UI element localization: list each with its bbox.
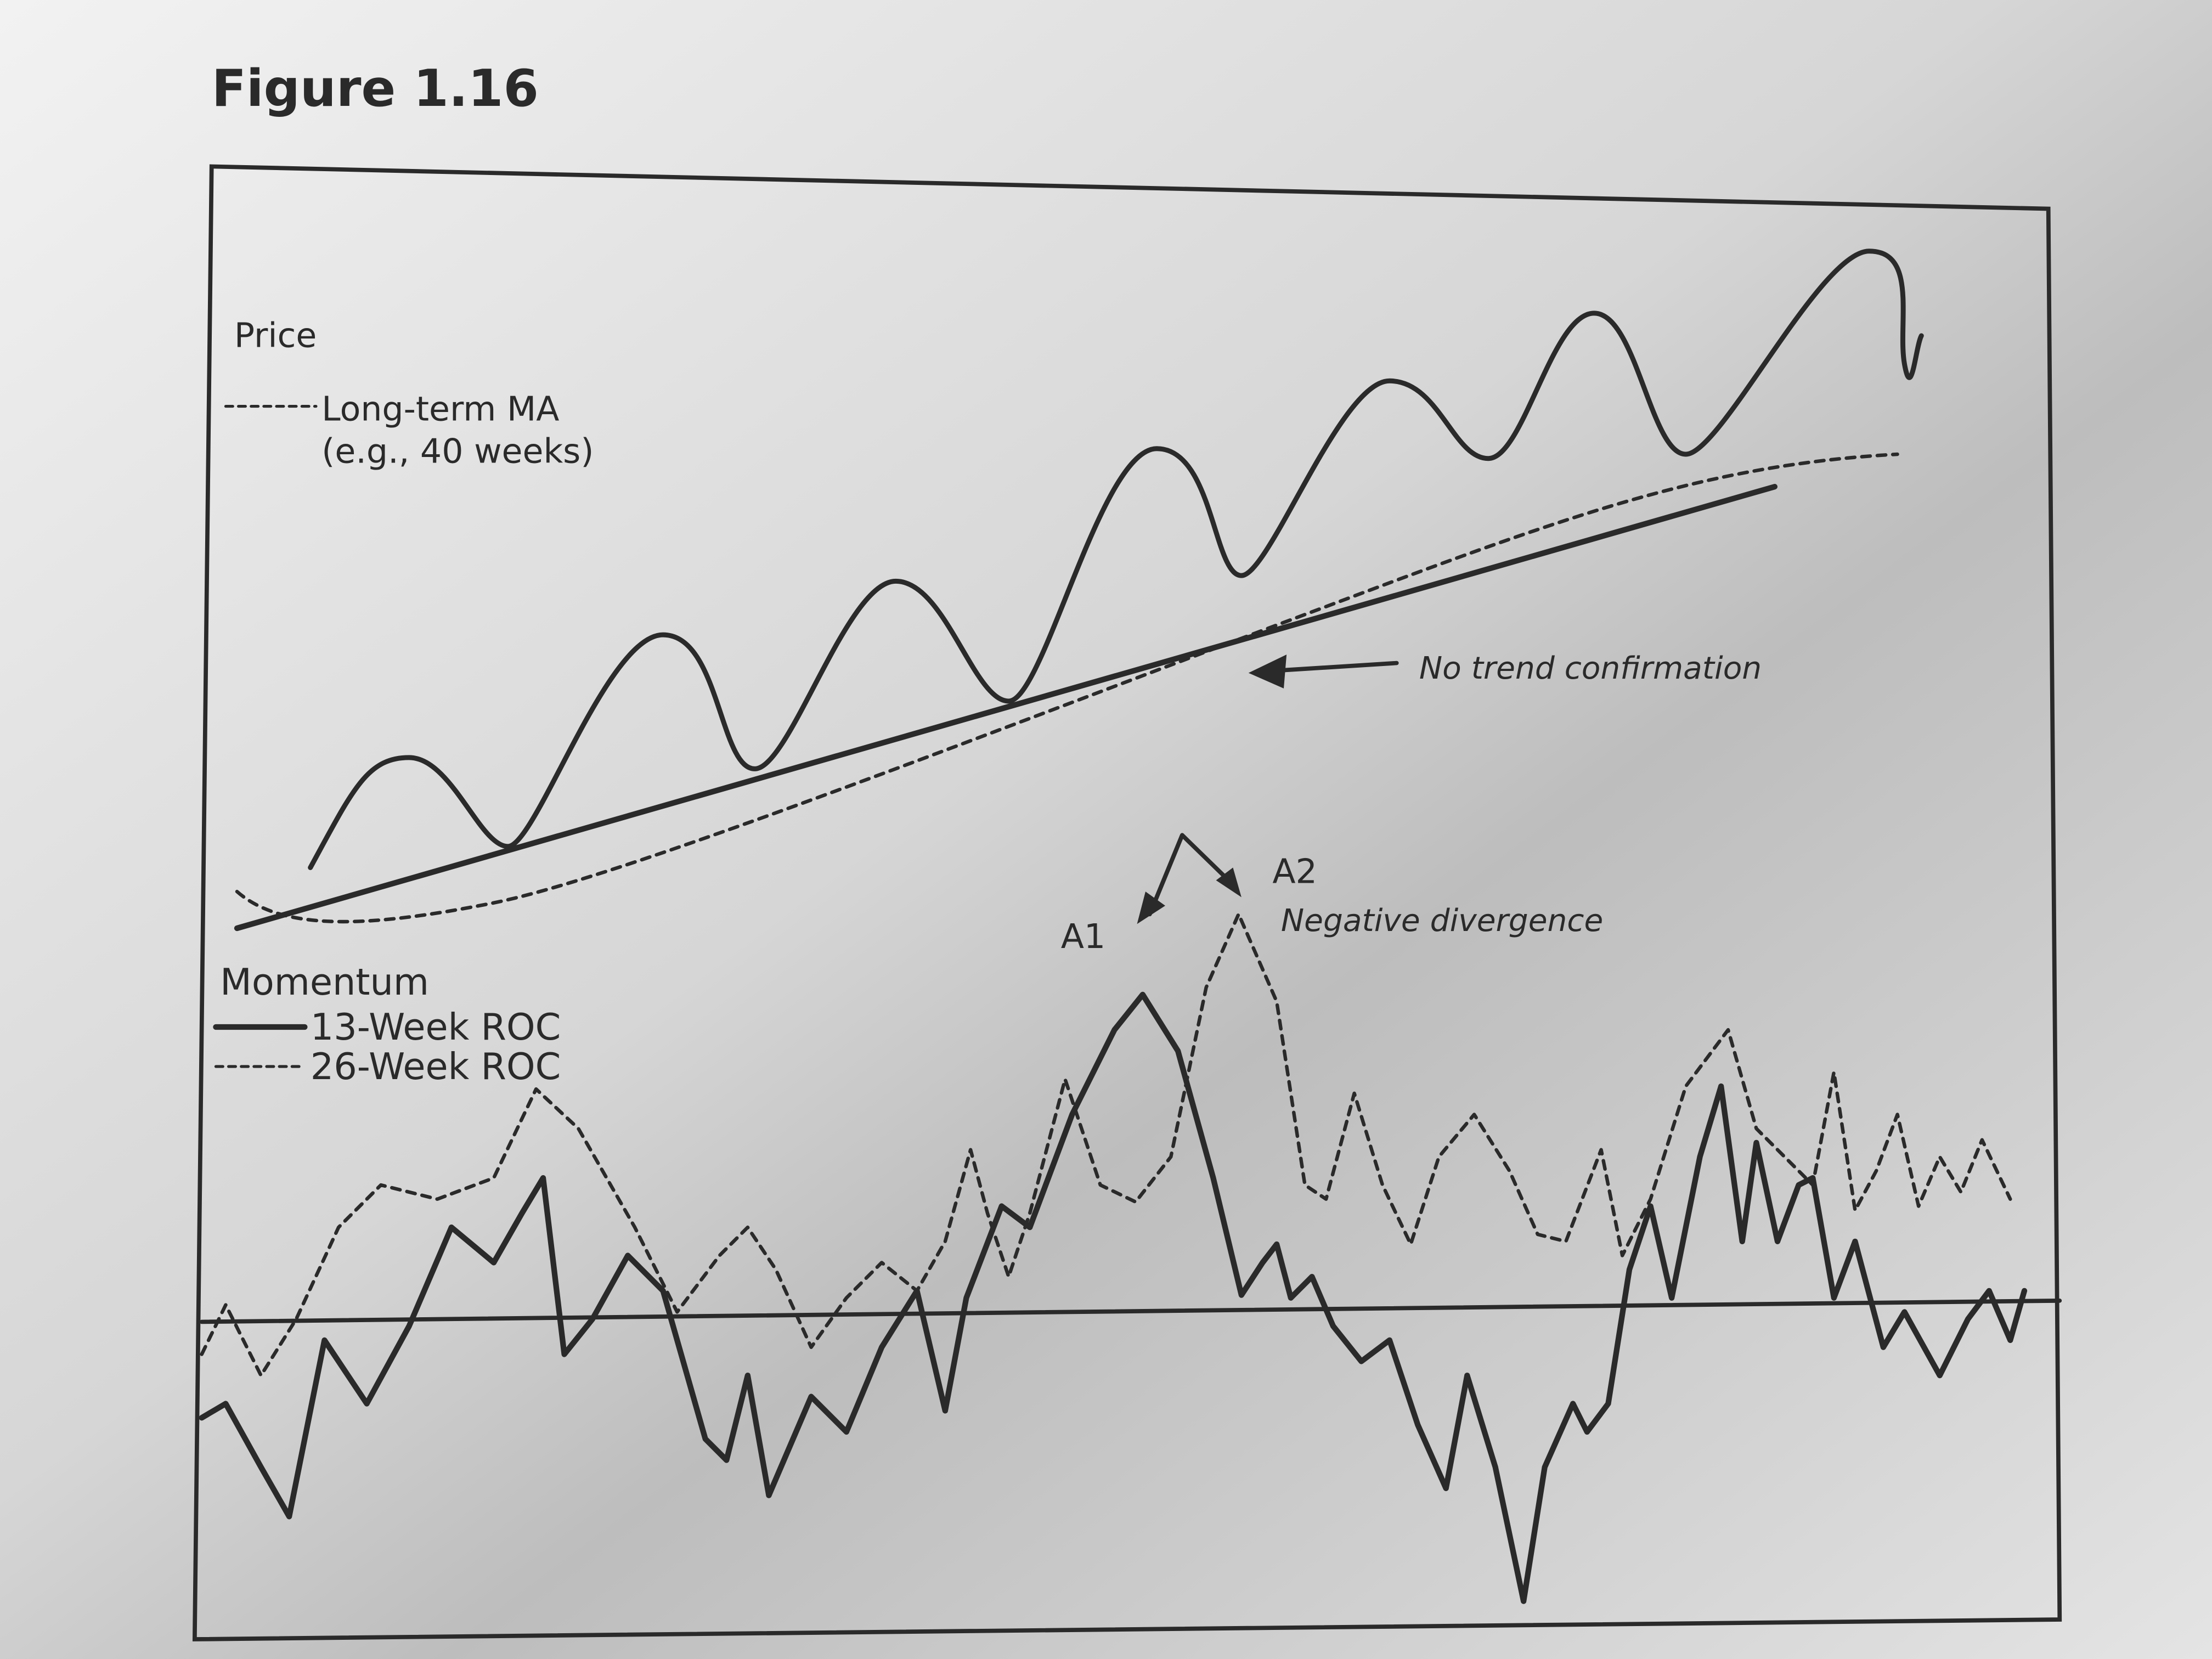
zero-line	[199, 1299, 2062, 1324]
arrow-head	[1137, 891, 1165, 924]
divergence-annotation: Negative divergence	[1281, 902, 1603, 939]
frame	[192, 164, 2062, 1641]
arrow	[1147, 833, 1237, 917]
arrow-head	[1216, 867, 1242, 898]
peak-a1: A1	[1061, 917, 1105, 956]
peak-a2: A2	[1272, 852, 1317, 891]
moving-average	[235, 452, 1899, 924]
price-label: Price	[234, 316, 317, 356]
trend-annotation: No trend confirmation	[1419, 650, 1762, 686]
roc26-legend: 26-Week ROC	[311, 1045, 561, 1088]
roc26-line	[200, 912, 2012, 1378]
trendline	[234, 484, 1778, 932]
ma-legend: Long-term MA	[321, 389, 559, 428]
roc13-line	[199, 991, 2028, 1604]
ma-note: (e.g., 40 weeks)	[321, 431, 594, 471]
momentum-label: Momentum	[220, 961, 429, 1003]
roc13-legend: 13-Week ROC	[311, 1006, 561, 1048]
figure-title: Figure 1.16	[212, 59, 539, 118]
arrow-head	[1248, 654, 1287, 689]
price-line	[308, 249, 1924, 870]
